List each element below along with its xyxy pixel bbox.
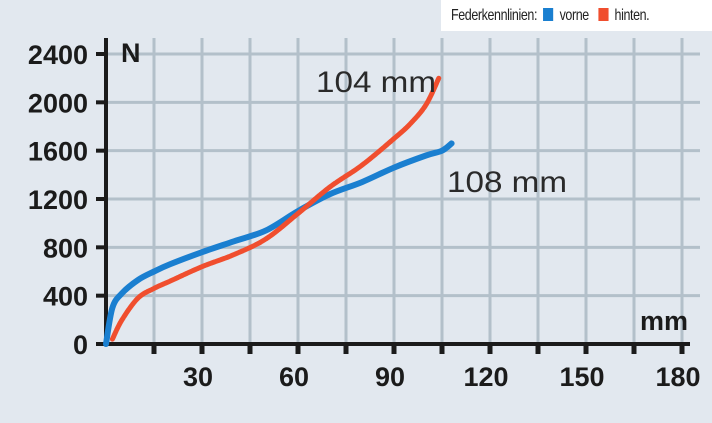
legend-title: Federkennlinien: — [451, 6, 538, 24]
data-lines — [103, 75, 455, 347]
x-tick-label: 150 — [559, 362, 604, 392]
legend-swatch-hinten — [598, 7, 609, 21]
y-tick-label: 1200 — [28, 185, 88, 215]
y-axis-labels: 0 400 800 1200 1600 2000 2400 — [28, 40, 88, 360]
legend-label-hinten: hinten. — [614, 6, 650, 24]
legend-label-vorne: vorne — [559, 6, 590, 24]
series-line-hinten — [109, 75, 442, 342]
y-unit-label: N — [121, 38, 141, 68]
legend-swatch-vorne — [543, 7, 554, 21]
annotation-104mm: 104 mm — [316, 66, 436, 99]
x-tick-label: 120 — [463, 362, 508, 392]
chart-legend: Federkennlinien: vorne hinten. — [441, 0, 712, 31]
axes — [96, 38, 690, 354]
legend-row: Federkennlinien: vorne hinten. — [451, 6, 650, 25]
x-tick-label: 60 — [279, 362, 309, 392]
x-tick-label: 30 — [183, 362, 213, 392]
series-line-vorne — [103, 140, 455, 347]
y-tick-label: 1600 — [28, 137, 88, 167]
x-tick-label: 90 — [375, 362, 405, 392]
x-tick-label: 180 — [655, 362, 700, 392]
x-unit-label: mm — [640, 306, 688, 336]
y-tick-label: 2000 — [28, 88, 88, 118]
y-tick-label: 800 — [43, 233, 88, 263]
grid-lines — [106, 38, 700, 344]
annotation-108mm: 108 mm — [447, 166, 567, 199]
y-tick-label: 400 — [43, 282, 88, 312]
x-axis-labels: 30 60 90 120 150 180 — [183, 362, 701, 392]
y-tick-label: 0 — [73, 330, 88, 360]
y-tick-label: 2400 — [28, 40, 88, 70]
